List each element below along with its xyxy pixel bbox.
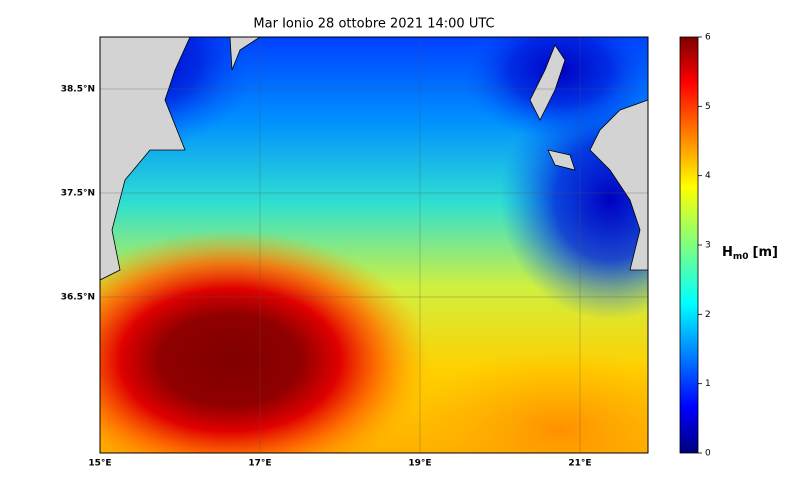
lat-tick-label: 38.5°N — [61, 85, 95, 95]
lat-tick-label: 37.5°N — [61, 189, 95, 199]
colorbar-tick-label: 1 — [705, 379, 711, 389]
colorbar-tick-label: 3 — [705, 241, 711, 251]
lat-tick-label: 36.5°N — [61, 293, 95, 303]
colorbar — [679, 36, 699, 454]
colorbar-tick-label: 5 — [705, 102, 711, 112]
map-title: Mar Ionio 28 ottobre 2021 14:00 UTC — [253, 17, 494, 32]
map-frame — [99, 36, 649, 454]
colorbar-tick-label: 6 — [705, 33, 711, 43]
lon-tick-label: 21°E — [568, 459, 591, 469]
lon-tick-label: 15°E — [88, 459, 111, 469]
lon-tick-label: 17°E — [248, 459, 271, 469]
wave-field — [100, 37, 648, 453]
colorbar-tick-label: 2 — [705, 310, 711, 320]
colorbar-label: Hm0 [m] — [722, 245, 778, 262]
colorbar-tick-label: 4 — [705, 171, 711, 181]
colorbar-tick-label: 0 — [705, 449, 711, 459]
lon-tick-label: 19°E — [408, 459, 431, 469]
